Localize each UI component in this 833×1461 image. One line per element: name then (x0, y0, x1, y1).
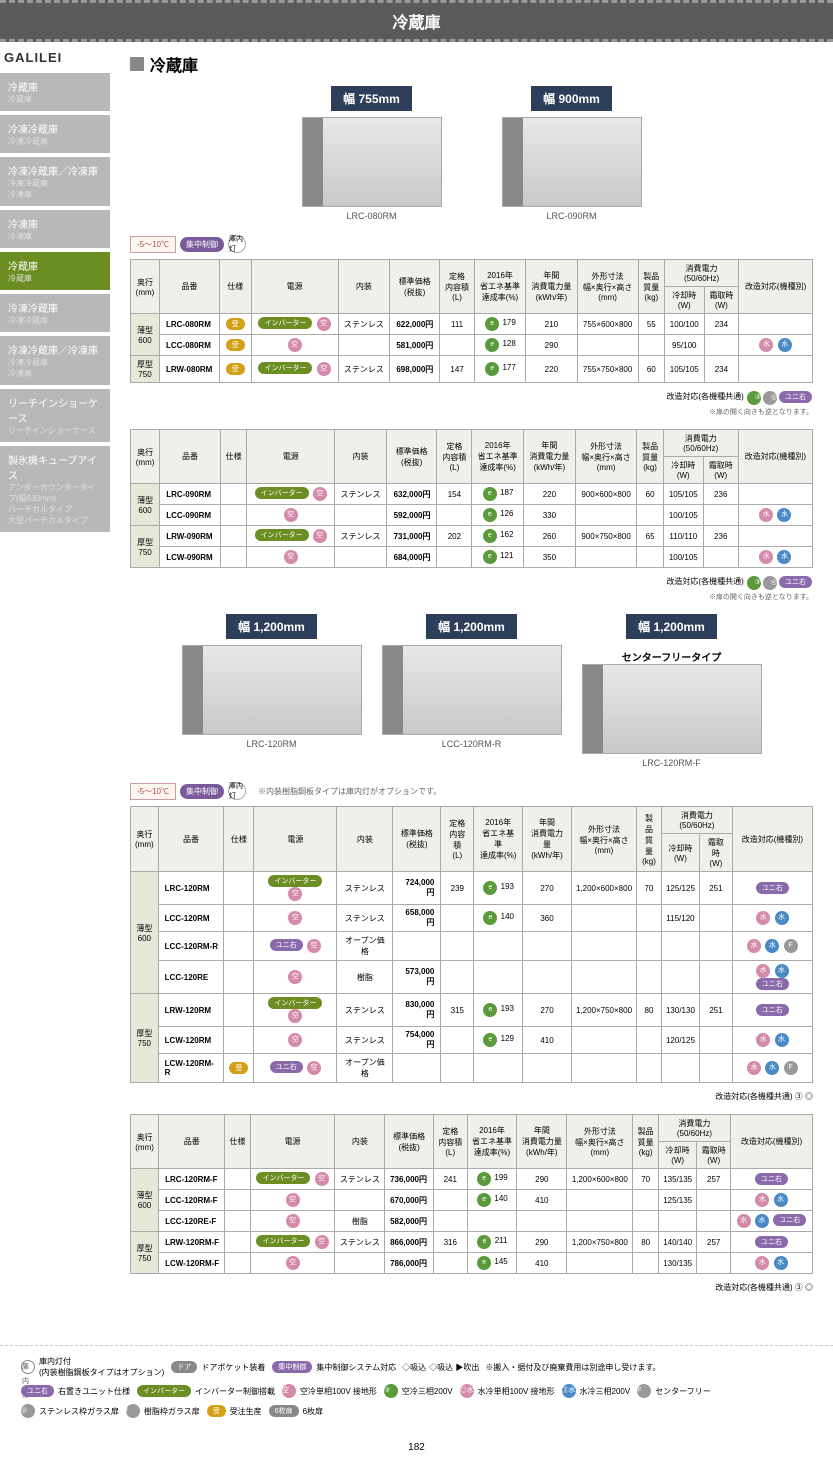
table-row: LCC-080RM受 空581,000円e 12829095/100水 水 (131, 335, 813, 356)
width-badge: 幅 1,200mm (626, 614, 717, 639)
legend-item: Fセンターフリー (636, 1384, 711, 1398)
spec-table: 奥行(mm) 品番 仕様 電源 内装 標準価格(税抜) 定格内容積(L) 201… (130, 429, 813, 568)
page-header-band: 冷蔵庫 (0, 0, 833, 42)
sidebar-item[interactable]: 冷凍庫冷凍庫 (0, 210, 110, 248)
sidebar-item[interactable]: 冷凍冷蔵庫／冷凍庫冷凍冷蔵庫冷凍庫 (0, 157, 110, 206)
sidebar-item[interactable]: 冷蔵庫冷蔵庫 (0, 73, 110, 111)
table-row: LCC-120RM-F 空670,000円e 140410125/135水 水 (131, 1190, 813, 1211)
main-panel: 冷蔵庫 幅 755mm LRC-080RM 幅 900mm LRC-090RM … (110, 42, 833, 1315)
legend-item: ◎ステンレス枠ガラス扉 (20, 1404, 119, 1418)
light-badge-icon: 庫内灯 (228, 235, 246, 253)
note-3-pre: ※内装樹脂鋼板タイプは庫内灯がオプションです。 (258, 786, 441, 797)
legend-item: 6枚扉6枚扉 (268, 1405, 323, 1417)
light-badge-icon-2: 庫内灯 (228, 782, 246, 800)
sidebar-item[interactable]: 冷凍冷蔵庫／冷凍庫冷凍冷蔵庫冷凍庫 (0, 336, 110, 385)
section-title: 冷蔵庫 (130, 52, 813, 76)
legend-item: ドアドアポケット装着 (170, 1361, 265, 1373)
sidebar-item[interactable]: 製氷機キューブアイスアンダーカウンタータイプ(幅630mm)バーチカルタイプ大型… (0, 446, 110, 532)
legend-item: 集中制御集中制御システム対応 (271, 1361, 396, 1373)
note-3: 改造対応(各機種共通) ③ ◎ (130, 1087, 813, 1114)
legend-item: I樹脂枠ガラス扉 (125, 1404, 200, 1418)
legend-item: 庫内灯庫内灯付(内装樹脂鋼板タイプはオプション) (20, 1356, 164, 1378)
table-row: 薄型600LRC-120RMインバーター 空ステンレス724,000円239e … (131, 872, 813, 905)
product-subtitle: センターフリータイプ (582, 649, 762, 664)
sidebar-item[interactable]: 冷蔵庫冷蔵庫 (0, 252, 110, 290)
legend-item: ③空冷三相200V (383, 1384, 453, 1398)
table-row: LCW-120RM-R受ユニ右 空オープン価格水 水 F (131, 1054, 813, 1083)
table-row: 厚型750LRW-120RMインバーター 空ステンレス830,000円315e … (131, 994, 813, 1027)
product-image (382, 645, 562, 735)
legend-item: 空空冷単相100V 接地形 (281, 1384, 377, 1398)
brand-logo: GALILEI (0, 42, 110, 73)
temp-range-label-2: -5〜10℃ (130, 783, 176, 800)
product-image (182, 645, 362, 735)
product-model-label: LRC-120RM (182, 739, 362, 749)
legend-item: インバーターインバーター制御搭載 (136, 1385, 275, 1397)
table-row: LCW-120RM 空ステンレス754,000円e 129410120/125水… (131, 1027, 813, 1054)
legend-item: ユニ右右置きユニット仕様 (20, 1385, 130, 1397)
product-row-2: 幅 1,200mm LRC-120RM 幅 1,200mm LCC-120RM-… (130, 614, 813, 768)
temp-badge-row-2: -5〜10℃ 集中制御 庫内灯 ※内装樹脂鋼板タイプは庫内灯がオプションです。 (130, 782, 441, 800)
note-1: 改造対応(各機種共通) ③◎ユニ右 ※扉の開く向きも逆となります。 (130, 387, 813, 429)
legend-row: ユニ右右置きユニット仕様インバーターインバーター制御搭載空空冷単相100V 接地… (20, 1384, 813, 1418)
spec-table: 奥行(mm) 品番 仕様 電源 内装 標準価格(税抜) 定格内容積(L) 201… (130, 1114, 813, 1274)
note-4: 改造対応(各機種共通) ③ ◎ (130, 1278, 813, 1305)
product-card: 幅 900mm LRC-090RM (502, 86, 642, 221)
legend-item: ◇吸込◇吸込 ▶吹出 (402, 1362, 479, 1373)
legend-area: 庫内灯庫内灯付(内装樹脂鋼板タイプはオプション) ドアドアポケット装着集中制御集中… (0, 1345, 833, 1434)
temp-badge-row: -5〜10℃ 集中制御 庫内灯 (130, 235, 246, 253)
control-badge: 集中制御 (180, 237, 224, 252)
table-row: LCC-120RE-F 空樹脂582,000円水 水 ユニ右 (131, 1211, 813, 1232)
sidebar-item[interactable]: リーチインショーケースリーチインショーケース (0, 389, 110, 442)
table-row: 薄型600LRC-090RMインバーター 空ステンレス632,000円154e … (131, 484, 813, 505)
table-row: LCW-120RM-F 空786,000円e 145410130/135水 水 (131, 1253, 813, 1274)
product-model-label: LCC-120RM-R (382, 739, 562, 749)
legend-item: ※搬入・据付及び廃棄費用は別途申し受けます。 (485, 1362, 660, 1373)
control-badge-2: 集中制御 (180, 784, 224, 799)
sidebar-item[interactable]: 冷凍冷蔵庫冷凍冷蔵庫 (0, 294, 110, 332)
note-2: 改造対応(各機種共通) ③◎ユニ右 ※扉の開く向きも逆となります。 (130, 572, 813, 614)
product-row-1: 幅 755mm LRC-080RM 幅 900mm LRC-090RM (130, 86, 813, 221)
product-card: 幅 1,200mm LRC-120RM (182, 614, 362, 768)
product-model-label: LRC-090RM (502, 211, 642, 221)
legend-item: ③水水冷三相200V (561, 1384, 631, 1398)
table-row: 厚型750LRW-120RM-Fインバーター 空ステンレス866,000円316… (131, 1232, 813, 1253)
width-badge: 幅 1,200mm (226, 614, 317, 639)
table-row: LCW-090RM 空684,000円e 121350100/105水 水 (131, 547, 813, 568)
product-image (582, 664, 762, 754)
product-card: 幅 1,200mm LCC-120RM-R (382, 614, 562, 768)
table-row: LCC-120RM 空ステンレス658,000円e 140360115/120水… (131, 905, 813, 932)
table-row: 厚型750LRW-080RM受インバーター 空ステンレス698,000円147e… (131, 356, 813, 383)
product-card: 幅 1,200mm センターフリータイプ LRC-120RM-F (582, 614, 762, 768)
table-row: LCC-120RM-Rユニ右 空オープン価格水 水 F (131, 932, 813, 961)
temp-range-label: -5〜10℃ (130, 236, 176, 253)
legend-item: 受受注生産 (206, 1405, 262, 1417)
legend-row: 庫内灯庫内灯付(内装樹脂鋼板タイプはオプション) ドアドアポケット装着集中制御集中… (20, 1356, 813, 1378)
spec-table: 奥行(mm) 品番 仕様 電源 内装 標準価格(税抜) 定格内容積(L) 201… (130, 259, 813, 383)
product-image (502, 117, 642, 207)
table-row: 薄型600LRC-120RM-Fインバーター 空ステンレス736,000円241… (131, 1169, 813, 1190)
width-badge: 幅 1,200mm (426, 614, 517, 639)
spec-table: 奥行(mm) 品番 仕様 電源 内装 標準価格(税抜) 定格内容積(L) 201… (130, 806, 813, 1083)
product-card: 幅 755mm LRC-080RM (302, 86, 442, 221)
sidebar: GALILEI 冷蔵庫冷蔵庫冷凍冷蔵庫冷凍冷蔵庫冷凍冷蔵庫／冷凍庫冷凍冷蔵庫冷凍… (0, 42, 110, 1315)
width-badge: 幅 755mm (331, 86, 412, 111)
table-row: LCC-090RM 空592,000円e 126330100/105水 水 (131, 505, 813, 526)
table-row: 薄型600LRC-080RM受インバーター 空ステンレス622,000円111e… (131, 314, 813, 335)
product-model-label: LRC-080RM (302, 211, 442, 221)
content-area: GALILEI 冷蔵庫冷蔵庫冷凍冷蔵庫冷凍冷蔵庫冷凍冷蔵庫／冷凍庫冷凍冷蔵庫冷凍… (0, 42, 833, 1315)
product-model-label: LRC-120RM-F (582, 758, 762, 768)
table-row: 厚型750LRW-090RMインバーター 空ステンレス731,000円202e … (131, 526, 813, 547)
table-row: LCC-120RE 空樹脂573,000円水 水 ユニ右 (131, 961, 813, 994)
width-badge: 幅 900mm (531, 86, 612, 111)
page-number: 182 (0, 1434, 833, 1461)
sidebar-item[interactable]: 冷凍冷蔵庫冷凍冷蔵庫 (0, 115, 110, 153)
legend-item: ◎水水冷単相100V 接地形 (459, 1384, 555, 1398)
product-image (302, 117, 442, 207)
